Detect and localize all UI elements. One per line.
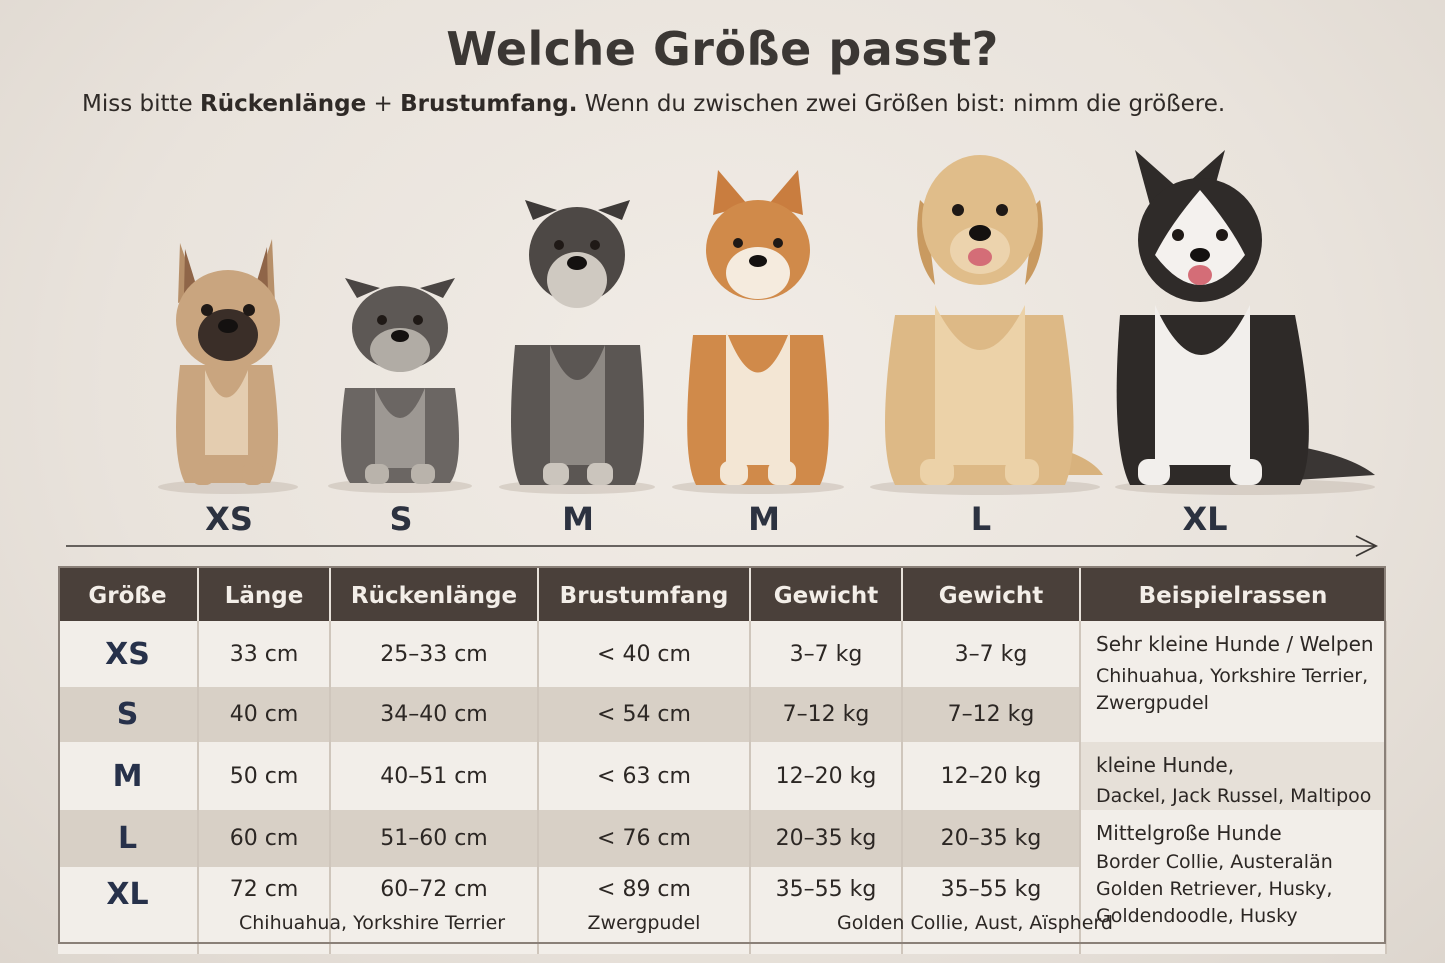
subtitle-bold-chest: Brustumfang.	[400, 91, 578, 117]
table-row: L 60 cm 51–60 cm < 76 cm 20–35 kg 20–35 …	[58, 810, 1387, 954]
french-bulldog-illustration	[158, 239, 298, 494]
subtitle-post: Wenn du zwischen zwei Größen bist: nimm …	[577, 91, 1226, 117]
col-header-length: Länge	[198, 566, 331, 621]
cell-weight: 35–55 kg Golden Collie, Aust, Aïspherd	[750, 867, 1113, 954]
shiba-inu-illustration	[672, 170, 844, 494]
size-chart-table: Größe Länge Rückenlänge Brustumfang Gewi…	[58, 566, 1387, 954]
cell-size: XS	[58, 621, 199, 687]
breeds-group-1-line-1: Chihuahua, Yorkshire Terrier,	[1096, 665, 1369, 687]
cell-weight: 7–12 kg	[750, 687, 903, 742]
schnauzer-illustration	[499, 200, 655, 494]
footer-note-chest: Zwergpudel	[587, 912, 701, 934]
subtitle-bold-back: Rückenlänge	[200, 91, 367, 117]
cell-weight: 3–7 kg	[750, 621, 903, 687]
cell-size: XL	[58, 867, 199, 954]
miniature-schnauzer-illustration	[328, 278, 472, 493]
breeds-group-2-line-1: Dackel, Jack Russel, Maltipoo	[1096, 785, 1372, 807]
siberian-husky-illustration	[1115, 150, 1375, 495]
size-label-m-2: M	[748, 500, 780, 538]
breeds-group-2-heading: kleine Hunde,	[1096, 753, 1235, 777]
cell-back-length: 40–51 cm	[330, 742, 539, 810]
table-row: XL 72 cm Chihuahua, Yorkshire Terrier 60…	[58, 867, 1386, 954]
cell-chest-value: < 89 cm	[597, 877, 691, 902]
cell-weight: 20–35 kg	[750, 810, 903, 867]
size-scale-arrow	[66, 535, 1379, 557]
page-title: Welche Größe passt?	[446, 22, 999, 76]
subtitle-pre: Miss bitte	[82, 91, 200, 117]
cell-weight-2: 7–12 kg	[902, 687, 1081, 742]
cell-weight-value: 35–55 kg	[775, 877, 877, 902]
cell-weight-2: 20–35 kg	[902, 810, 1081, 867]
table-header-row: Größe Länge Rückenlänge Brustumfang Gewi…	[58, 566, 1387, 621]
cell-chest: < 54 cm	[538, 687, 751, 742]
cell-chest: < 40 cm	[538, 621, 751, 687]
cell-size: L	[58, 810, 199, 867]
size-label-xs: XS	[205, 500, 253, 538]
size-label-m: M	[562, 500, 594, 538]
breeds-group-3-line-3: Goldendoodle, Husky	[1096, 905, 1298, 927]
cell-chest: < 63 cm	[538, 742, 751, 810]
table-row: S 40 cm 34–40 cm < 54 cm 7–12 kg 7–12 kg	[58, 687, 1386, 742]
cell-back-length: 51–60 cm	[330, 810, 539, 867]
cell-back-length: 25–33 cm	[330, 621, 539, 687]
breeds-group-3-heading: Mittelgroße Hunde	[1096, 821, 1282, 845]
cell-size: M	[58, 742, 199, 810]
cell-length-value: 72 cm	[229, 877, 299, 902]
cell-length: 33 cm	[198, 621, 331, 687]
cell-weight-2: 12–20 kg	[902, 742, 1081, 810]
col-header-weight-2: Gewicht	[902, 566, 1081, 621]
cell-length: 60 cm	[198, 810, 331, 867]
size-label-xl: XL	[1182, 500, 1228, 538]
col-header-back-length: Rückenlänge	[330, 566, 539, 621]
subtitle-plus: +	[366, 91, 401, 117]
table-row: XS 33 cm 25–33 cm < 40 cm 3–7 kg 3–7 kg …	[58, 621, 1387, 742]
page-subtitle: Miss bitte Rückenlänge + Brustumfang. We…	[82, 91, 1225, 117]
cell-length: 72 cm Chihuahua, Yorkshire Terrier	[198, 867, 505, 954]
breeds-group-3-line-2: Golden Retriever, Husky,	[1096, 878, 1333, 900]
cell-weight: 12–20 kg	[750, 742, 903, 810]
cell-chest: < 76 cm	[538, 810, 751, 867]
golden-retriever-illustration	[870, 155, 1103, 495]
breeds-group-1-heading: Sehr kleine Hunde / Welpen	[1096, 632, 1374, 656]
cell-breeds-group-3: Mittelgroße Hunde Border Collie, Austera…	[1080, 810, 1387, 954]
col-header-weight: Gewicht	[750, 566, 903, 621]
footer-note-weights: Golden Collie, Aust, Aïspherd	[837, 912, 1113, 934]
breeds-group-3-line-1: Border Collie, Austeralän	[1096, 851, 1333, 873]
col-header-example-breeds: Beispielrassen	[1080, 566, 1387, 621]
footer-note-length-back: Chihuahua, Yorkshire Terrier	[239, 912, 505, 934]
breeds-group-1-line-2: Zwergpudel	[1096, 692, 1209, 714]
cell-breeds-group-1: Sehr kleine Hunde / Welpen Chihuahua, Yo…	[1080, 621, 1387, 742]
cell-weight-2: 35–55 kg	[902, 867, 1081, 954]
col-header-size: Größe	[58, 566, 199, 621]
cell-back-length: 34–40 cm	[330, 687, 539, 742]
size-label-l: L	[970, 500, 992, 538]
table-row: M 50 cm 40–51 cm < 63 cm 12–20 kg 12–20 …	[58, 742, 1387, 810]
size-label-s: S	[389, 500, 413, 538]
cell-length: 50 cm	[198, 742, 331, 810]
cell-breeds-group-2: kleine Hunde, Dackel, Jack Russel, Malti…	[1080, 742, 1387, 810]
cell-size: S	[58, 687, 199, 742]
cell-back-length: 60–72 cm	[330, 867, 539, 954]
cell-chest: < 89 cm Zwergpudel	[538, 867, 751, 954]
col-header-chest: Brustumfang	[538, 566, 751, 621]
cell-weight-2: 3–7 kg	[902, 621, 1081, 687]
cell-length: 40 cm	[198, 687, 331, 742]
